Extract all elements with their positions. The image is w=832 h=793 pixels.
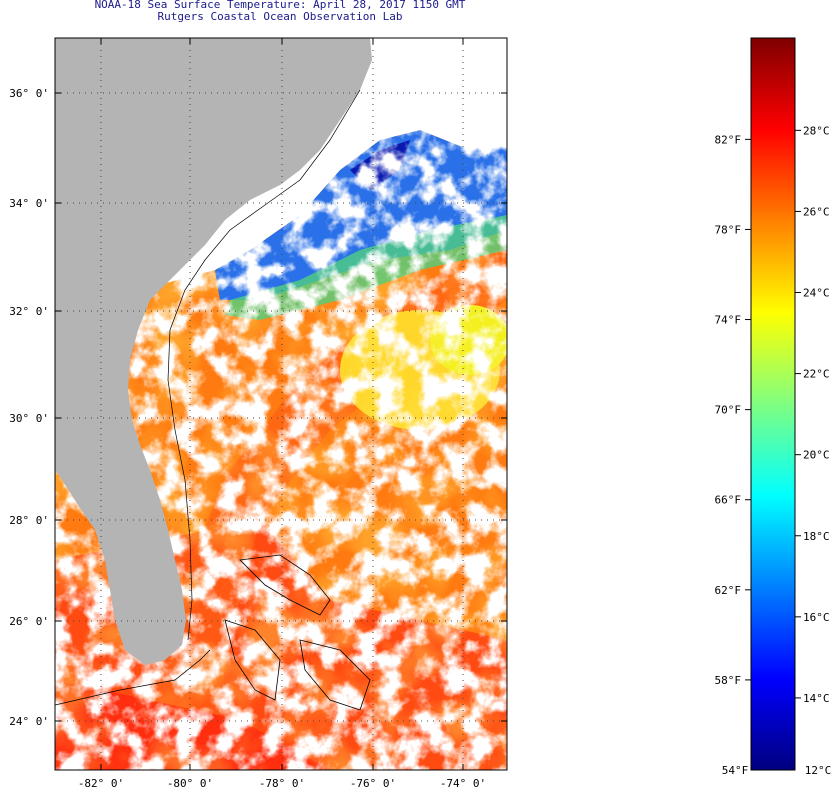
longitude-label: -74° 0' (440, 777, 486, 790)
axis-ticks (55, 38, 507, 770)
map-subtitle: Rutgers Coastal Ocean Observation Lab (157, 10, 403, 23)
fahrenheit-label: 82°F (715, 133, 742, 146)
fahrenheit-label: 58°F (715, 674, 742, 687)
graticule (55, 38, 507, 770)
fahrenheit-label: 70°F (715, 404, 742, 417)
celsius-label: 22°C (803, 368, 830, 381)
latitude-label: 36° 0' (9, 87, 49, 100)
map-frame (54, 37, 508, 771)
fahrenheit-label: 62°F (715, 584, 742, 597)
celsius-labels: 28°C 26°C 24°C 22°C 20°C 18°C 16°C 14°C 12°C (803, 124, 831, 777)
bahamas-outline-2 (224, 619, 281, 701)
latitude-label: 32° 0' (9, 305, 49, 318)
celsius-label: 16°C (803, 611, 830, 624)
map-title: NOAA-18 Sea Surface Temperature: April 2… (94, 0, 466, 11)
celsius-label: 24°C (803, 287, 830, 300)
celsius-label: 28°C (803, 124, 830, 137)
fahrenheit-label: 74°F (715, 314, 742, 327)
celsius-label: 26°C (803, 205, 830, 218)
longitude-labels: -82° 0' -80° 0' -78° 0' -76° 0' -74° 0' (78, 777, 486, 790)
latitude-label: 30° 0' (9, 412, 49, 425)
latitude-label: 34° 0' (9, 197, 49, 210)
land-mass (55, 38, 372, 665)
latitude-label: 24° 0' (9, 715, 49, 728)
celsius-label: 14°C (803, 692, 830, 705)
latitude-label: 26° 0' (9, 615, 49, 628)
longitude-label: -80° 0' (167, 777, 213, 790)
celsius-label: 20°C (803, 449, 830, 462)
bahamas-outline-3 (299, 639, 371, 711)
latitude-labels: 36° 0' 34° 0' 32° 0' 30° 0' 28° 0' 26° 0' 24° … (9, 87, 49, 728)
fahrenheit-labels: 82°F 78°F 74°F 70°F 66°F 62°F 58°F 54°F (715, 133, 749, 777)
fahrenheit-label: 54°F (722, 764, 749, 777)
celsius-label: 12°C (805, 764, 832, 777)
latitude-label: 28° 0' (9, 514, 49, 527)
bahamas-outline (239, 554, 331, 616)
fahrenheit-label: 78°F (715, 223, 742, 236)
longitude-label: -78° 0' (259, 777, 305, 790)
shelf-contour (167, 89, 361, 641)
longitude-label: -82° 0' (78, 777, 124, 790)
colorbar-scale (750, 37, 796, 771)
cuba-outline (55, 649, 211, 706)
longitude-label: -76° 0' (350, 777, 396, 790)
fahrenheit-label: 66°F (715, 494, 742, 507)
celsius-label: 18°C (803, 530, 830, 543)
